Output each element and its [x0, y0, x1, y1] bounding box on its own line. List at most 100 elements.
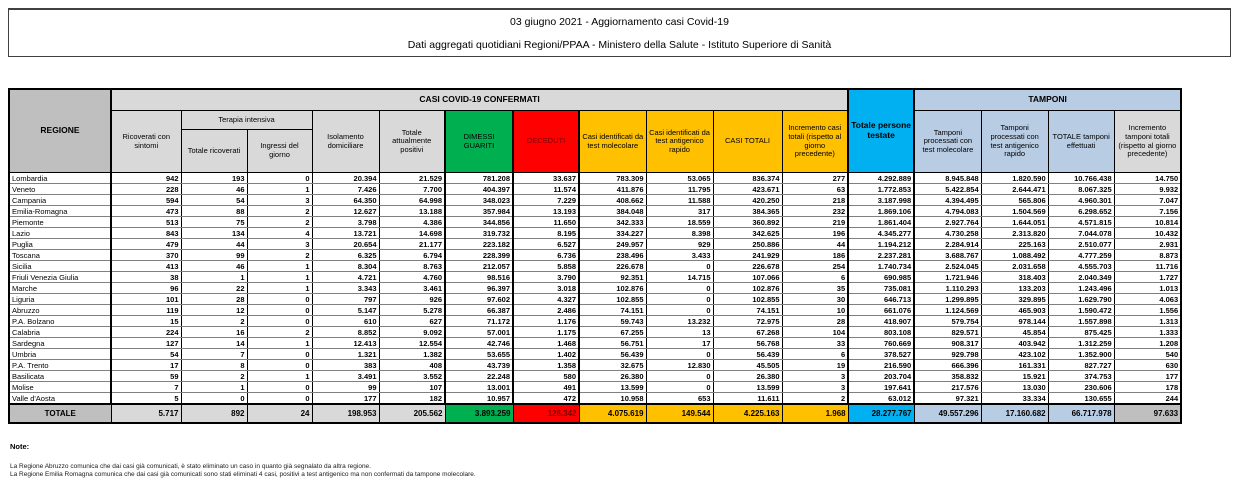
value-cell: 72.975: [712, 315, 783, 327]
value-cell: 3.790: [512, 271, 580, 283]
region-name: Lazio: [8, 227, 112, 239]
total-row: TOTALE 5.717 892 24 198.953 205.562 3.893.259 1…: [8, 403, 1182, 424]
value-cell: 11.650: [512, 216, 580, 228]
value-cell: 14.715: [645, 271, 714, 283]
value-cell: 408.662: [578, 194, 647, 206]
region-name: Friuli Venezia Giulia: [8, 271, 112, 283]
value-cell: 254: [781, 260, 849, 272]
value-cell: 4: [246, 227, 313, 239]
value-cell: 8.398: [645, 227, 714, 239]
value-cell: 277: [781, 172, 849, 184]
value-cell: 20.394: [311, 172, 380, 184]
value-cell: 6: [781, 348, 849, 360]
value-cell: 126.342: [512, 403, 580, 424]
value-cell: 1.176: [512, 315, 580, 327]
value-cell: 7.426: [311, 183, 380, 195]
value-cell: 10.814: [1113, 216, 1182, 228]
value-cell: 929.798: [913, 348, 982, 360]
value-cell: 54: [180, 194, 248, 206]
value-cell: 1: [246, 282, 313, 294]
value-cell: 2: [246, 326, 313, 338]
table-row: Puglia 479 44 3 20.654 21.177 223.182 6.527 249.…: [8, 238, 1182, 250]
value-cell: 479: [110, 238, 182, 250]
value-cell: 594: [110, 194, 182, 206]
value-cell: 360.892: [712, 216, 783, 228]
value-cell: 2.644.471: [980, 183, 1049, 195]
value-cell: 5.147: [311, 304, 380, 316]
column-header-tamponi-totale: TOTALE tamponi effettuati: [1047, 110, 1115, 173]
value-cell: 610: [311, 315, 380, 327]
value-cell: 225.163: [980, 238, 1049, 250]
value-cell: 223.182: [444, 238, 514, 250]
value-cell: 2.031.658: [980, 260, 1049, 272]
value-cell: 14: [180, 337, 248, 349]
value-cell: 0: [645, 260, 714, 272]
value-cell: 4.327: [512, 293, 580, 305]
value-cell: 1.352.900: [1047, 348, 1115, 360]
column-header-regione: REGIONE: [8, 88, 112, 173]
value-cell: 4.292.889: [847, 172, 915, 184]
value-cell: 942: [110, 172, 182, 184]
report-subtitle: Dati aggregati quotidiani Regioni/PPAA -…: [407, 38, 832, 51]
value-cell: 177: [311, 392, 380, 405]
value-cell: 1.208: [1113, 337, 1182, 349]
value-cell: 3.343: [311, 282, 380, 294]
value-cell: 908.317: [913, 337, 982, 349]
value-cell: 216.590: [847, 359, 915, 371]
column-header-positivi: Totale attualmente positivi: [378, 110, 446, 173]
value-cell: 14.698: [378, 227, 446, 239]
value-cell: 28: [781, 315, 849, 327]
value-cell: 0: [645, 293, 714, 305]
value-cell: 829.571: [913, 326, 982, 338]
value-cell: 783.309: [578, 172, 647, 184]
value-cell: 127: [110, 337, 182, 349]
value-cell: 9.092: [378, 326, 446, 338]
value-cell: 217.576: [913, 381, 982, 393]
value-cell: 5: [110, 392, 182, 405]
value-cell: 13.599: [712, 381, 783, 393]
value-cell: 3.688.767: [913, 249, 982, 261]
column-header-incremento-casi: Incremento casi totali (rispetto al gior…: [781, 110, 849, 173]
value-cell: 11.611: [712, 392, 783, 405]
value-cell: 1: [180, 271, 248, 283]
value-cell: 2.510.077: [1047, 238, 1115, 250]
region-name: Emilia-Romagna: [8, 205, 112, 217]
value-cell: 16: [180, 326, 248, 338]
value-cell: 3.798: [311, 216, 380, 228]
value-cell: 5.278: [378, 304, 446, 316]
value-cell: 96.397: [444, 282, 514, 294]
value-cell: 1.590.472: [1047, 304, 1115, 316]
value-cell: 2: [180, 315, 248, 327]
value-cell: 1.820.590: [980, 172, 1049, 184]
value-cell: 8.067.325: [1047, 183, 1115, 195]
value-cell: 11.588: [645, 194, 714, 206]
column-header-incremento-tamponi: Incremento tamponi totali (rispetto al g…: [1113, 110, 1182, 173]
value-cell: 224: [110, 326, 182, 338]
value-cell: 5.858: [512, 260, 580, 272]
value-cell: 2.931: [1113, 238, 1182, 250]
value-cell: 11.574: [512, 183, 580, 195]
value-cell: 64.350: [311, 194, 380, 206]
value-cell: 4.386: [378, 216, 446, 228]
value-cell: 13.599: [578, 381, 647, 393]
value-cell: 12.627: [311, 205, 380, 217]
value-cell: 22: [180, 282, 248, 294]
value-cell: 2.040.349: [1047, 271, 1115, 283]
band-terapia-intensiva: Terapia intensiva: [180, 110, 313, 130]
value-cell: 13.001: [444, 381, 514, 393]
value-cell: 6.298.652: [1047, 205, 1115, 217]
value-cell: 1: [180, 381, 248, 393]
value-cell: 63.012: [847, 392, 915, 405]
column-header-terapia-ingressi: Ingressi del giorno: [246, 129, 313, 173]
value-cell: 318.403: [980, 271, 1049, 283]
value-cell: 13.232: [645, 315, 714, 327]
value-cell: 74.151: [712, 304, 783, 316]
table-row: Emilia-Romagna 473 88 2 12.627 13.188 357.984 1…: [8, 205, 1182, 217]
value-cell: 630: [1113, 359, 1182, 371]
value-cell: 653: [645, 392, 714, 405]
value-cell: 6.325: [311, 249, 380, 261]
value-cell: 241.929: [712, 249, 783, 261]
value-cell: 1.727: [1113, 271, 1182, 283]
column-header-tamponi-antigenico: Tamponi processati con test antigenico r…: [980, 110, 1049, 173]
column-header-tamponi-molecolare: Tamponi processati con test molecolare: [913, 110, 982, 173]
